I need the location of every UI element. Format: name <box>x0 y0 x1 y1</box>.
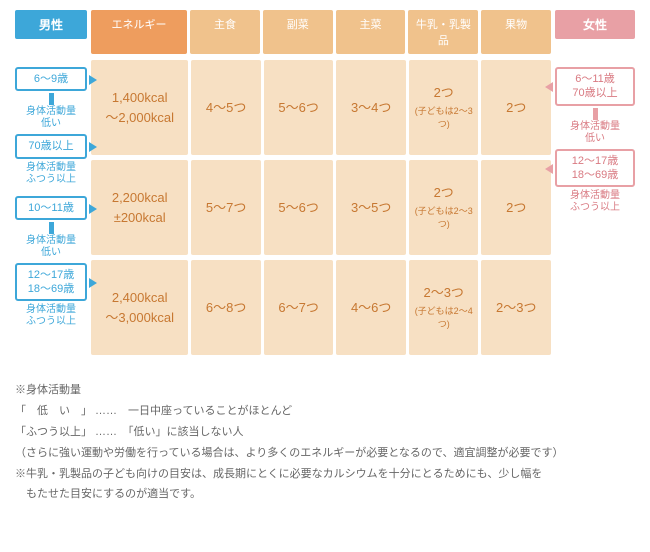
male-age-70plus: 70歳以上 <box>15 134 87 158</box>
header-staple: 主食 <box>190 10 260 54</box>
data-row: 2,200kcal±200kcal 5～7つ 5～6つ 3～5つ 2つ(子どもは… <box>91 160 551 255</box>
data-row: 1,400kcal～2,000kcal 4～5つ 5～6つ 3～4つ 2つ(子ど… <box>91 60 551 155</box>
header-side: 副菜 <box>263 10 333 54</box>
header-dairy: 牛乳・乳製品 <box>408 10 478 54</box>
note-line: もたせた目安にするのが適当です。 <box>15 484 635 505</box>
male-column: 男性 6～9歳 身体活動量 低い 70歳以上 身体活動量 ふつう以上 10～11… <box>15 10 87 360</box>
main-cell: 4～6つ <box>336 260 406 355</box>
note-line: ※牛乳・乳製品の子ども向けの目安は、成長期にとくに必要なカルシウムを十分にとるた… <box>15 464 635 485</box>
dairy-cell: 2つ(子どもは2～3つ) <box>409 60 479 155</box>
energy-cell: 2,200kcal±200kcal <box>91 160 188 255</box>
male-activity-low-1: 身体活動量 低い <box>15 106 87 130</box>
male-age-6-9: 6～9歳 <box>15 67 87 91</box>
header-fruit: 果物 <box>481 10 551 54</box>
staple-cell: 4～5つ <box>191 60 261 155</box>
header-main: 主菜 <box>336 10 406 54</box>
male-label: 男性 <box>15 10 87 39</box>
energy-cell: 2,400kcal～3,000kcal <box>91 260 188 355</box>
note-line: 「 低 い 」 …… 一日中座っていることがほとんど <box>15 401 635 422</box>
note-line: （さらに強い運動や労働を行っている場合は、より多くのエネルギーが必要となるので、… <box>15 443 635 464</box>
main-cell: 3～5つ <box>336 160 406 255</box>
female-age-6-11-70: 6～11歳70歳以上 <box>555 67 635 106</box>
female-column: 女性 6～11歳70歳以上 身体活動量 低い 12～17歳18～69歳 身体活動… <box>555 10 635 360</box>
fruit-cell: 2～3つ <box>481 260 551 355</box>
male-activity-normal-2: 身体活動量 ふつう以上 <box>15 304 87 328</box>
fruit-cell: 2つ <box>481 160 551 255</box>
male-activity-low-2: 身体活動量 低い <box>15 235 87 259</box>
staple-cell: 6～8つ <box>191 260 261 355</box>
dairy-cell: 2つ(子どもは2～3つ) <box>409 160 479 255</box>
data-row: 2,400kcal～3,000kcal 6～8つ 6～7つ 4～6つ 2～3つ(… <box>91 260 551 355</box>
female-activity-normal: 身体活動量 ふつう以上 <box>555 190 635 214</box>
female-age-12-69: 12～17歳18～69歳 <box>555 149 635 188</box>
energy-cell: 1,400kcal～2,000kcal <box>91 60 188 155</box>
male-activity-normal-1: 身体活動量 ふつう以上 <box>15 162 87 186</box>
side-cell: 5～6つ <box>264 60 334 155</box>
female-label: 女性 <box>555 10 635 39</box>
note-line: 「ふつう以上」 …… 「低い」に該当しない人 <box>15 422 635 443</box>
notes-title: ※身体活動量 <box>15 380 635 401</box>
side-cell: 5～6つ <box>264 160 334 255</box>
dairy-cell: 2～3つ(子どもは2～4つ) <box>409 260 479 355</box>
table-area: エネルギー 主食 副菜 主菜 牛乳・乳製品 果物 1,400kcal～2,000… <box>91 10 551 360</box>
fruit-cell: 2つ <box>481 60 551 155</box>
main-cell: 3～4つ <box>336 60 406 155</box>
female-activity-low: 身体活動量 低い <box>555 121 635 145</box>
staple-cell: 5～7つ <box>191 160 261 255</box>
male-age-12-69: 12～17歳18～69歳 <box>15 263 87 302</box>
header-row: エネルギー 主食 副菜 主菜 牛乳・乳製品 果物 <box>91 10 551 54</box>
notes-section: ※身体活動量 「 低 い 」 …… 一日中座っていることがほとんど 「ふつう以上… <box>15 380 635 505</box>
side-cell: 6～7つ <box>264 260 334 355</box>
male-age-10-11: 10～11歳 <box>15 196 87 220</box>
nutrition-table: 男性 6～9歳 身体活動量 低い 70歳以上 身体活動量 ふつう以上 10～11… <box>15 10 635 360</box>
header-energy: エネルギー <box>91 10 187 54</box>
